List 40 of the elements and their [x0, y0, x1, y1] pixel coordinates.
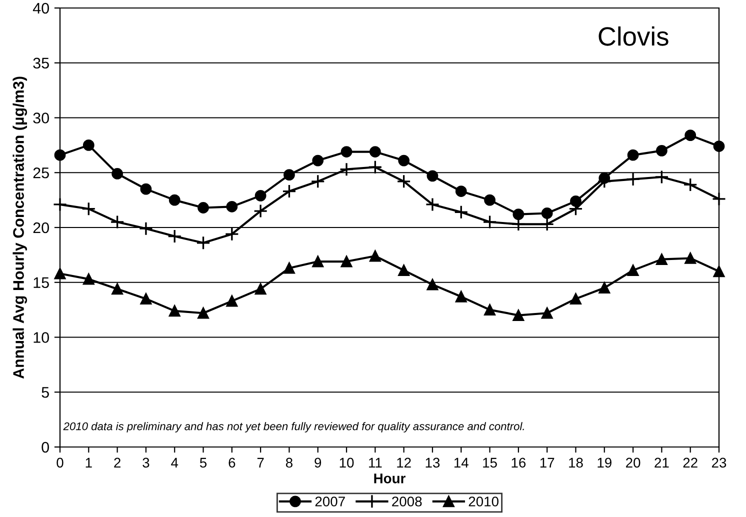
legend-label: 2008 [392, 496, 422, 506]
x-tick-label: 21 [654, 458, 669, 468]
x-tick-label: 18 [569, 458, 583, 468]
x-axis-title: Hour [374, 474, 406, 484]
x-tick-label: 10 [340, 458, 354, 468]
x-tick-label: 6 [228, 458, 236, 468]
y-tick-label: 10 [34, 332, 49, 343]
x-tick-label: 7 [257, 458, 264, 468]
x-tick-label: 13 [426, 458, 440, 468]
y-tick-label: 40 [32, 2, 49, 14]
x-tick-label: 4 [171, 458, 178, 468]
text: Clovis [598, 26, 668, 46]
legend-label: 2010 [468, 496, 498, 506]
x-tick-label: 12 [397, 458, 411, 468]
x-tick-label: 14 [454, 458, 468, 468]
x-tick-label: 22 [683, 458, 698, 468]
x-tick-label: 3 [142, 458, 150, 468]
y-tick-label: 0 [42, 442, 49, 453]
x-tick-label: 1 [86, 458, 92, 468]
y-tick-label: 25 [33, 167, 49, 178]
y-axis-title: Annual Avg Hourly Concentration (µg/m3) [12, 76, 28, 379]
x-tick-label: 20 [626, 458, 640, 468]
x-tick-label: 8 [286, 458, 292, 468]
x-tick-label: 9 [314, 458, 322, 468]
x-tick-label: 5 [200, 458, 207, 468]
x-tick-label: 0 [56, 458, 64, 468]
x-tick-label: 16 [512, 458, 526, 468]
y-tick-label: 35 [33, 58, 49, 69]
x-tick-label: 23 [712, 458, 726, 468]
y-tick-label: 15 [34, 277, 49, 288]
x-tick-label: 2 [114, 458, 120, 468]
x-tick-label: 15 [483, 458, 497, 468]
x-tick-label: 17 [540, 458, 554, 468]
y-tick-label: 5 [42, 387, 49, 398]
y-tick-label: 30 [33, 112, 49, 124]
y-tick-label: 20 [33, 222, 49, 234]
legend-label: 2007 [315, 496, 345, 506]
x-tick-label: 11 [369, 458, 382, 468]
x-tick-label: 19 [598, 458, 612, 468]
annotation: 2010 data is preliminary and has not yet been fully reviewed for quality assurance and control. [63, 422, 524, 432]
